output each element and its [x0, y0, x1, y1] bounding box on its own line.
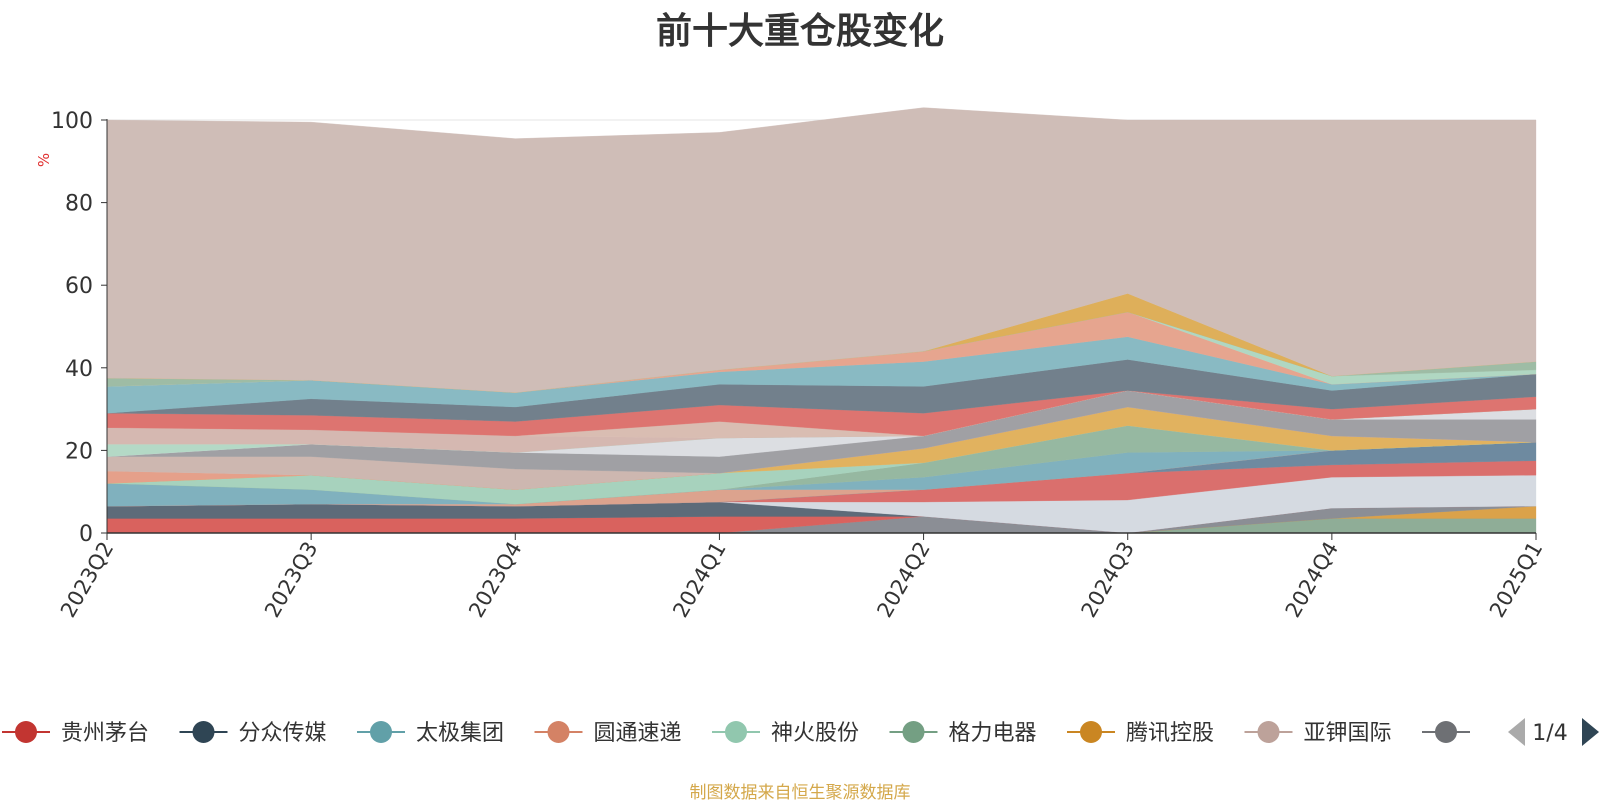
- legend-item[interactable]: 圆通速递: [534, 721, 682, 746]
- legend-item[interactable]: 贵州茅台: [2, 721, 149, 746]
- y-tick-label: 0: [79, 522, 93, 547]
- chart-title: 前十大重仓股变化: [655, 11, 944, 52]
- legend-marker-icon: [547, 721, 570, 743]
- source-note: 制图数据来自恒生聚源数据库: [689, 783, 911, 803]
- x-tick-label: 2024Q1: [668, 538, 730, 622]
- legend-item[interactable]: 腾讯控股: [1067, 721, 1214, 746]
- x-tick-label: 2024Q4: [1281, 538, 1343, 622]
- legend-label: 圆通速递: [594, 721, 682, 746]
- legend-label: 格力电器: [949, 721, 1037, 746]
- legend-marker-icon: [902, 721, 925, 743]
- y-tick-label: 80: [65, 192, 93, 217]
- legend-label: 分众传媒: [239, 721, 327, 746]
- legend-label: 腾讯控股: [1126, 721, 1214, 746]
- legend-clip-mask: [1480, 712, 1600, 752]
- legend: 贵州茅台 分众传媒 太极集团 圆通速递 神火股份 格力电器 腾讯控股 亚钾国际 1/4: [2, 712, 1600, 752]
- x-tick-label: 2023Q3: [260, 538, 322, 622]
- y-tick-label: 40: [65, 357, 93, 382]
- x-tick-label: 2025Q1: [1485, 538, 1547, 622]
- y-axis-unit-label: %: [35, 153, 53, 167]
- x-tick-label: 2024Q2: [872, 538, 934, 622]
- legend-item[interactable]: 格力电器: [889, 721, 1037, 746]
- legend-marker-icon: [370, 721, 392, 743]
- legend-item[interactable]: 太极集团: [357, 721, 504, 746]
- legend-item[interactable]: 神火股份: [712, 721, 859, 746]
- legend-label: 太极集团: [416, 721, 504, 746]
- series-area-27: [106, 107, 1537, 393]
- legend-label: 贵州茅台: [61, 721, 149, 746]
- legend-label: 神火股份: [771, 721, 859, 746]
- legend-marker-icon: [725, 721, 747, 743]
- legend-prev-page-icon[interactable]: [1508, 718, 1525, 746]
- legend-marker-icon: [1080, 721, 1102, 743]
- legend-item[interactable]: 分众传媒: [179, 721, 327, 746]
- legend-marker-icon: [192, 721, 215, 743]
- x-tick-label: 2024Q3: [1077, 538, 1139, 622]
- x-tick-label: 2023Q2: [56, 538, 118, 622]
- legend-label: 亚钾国际: [1304, 721, 1392, 746]
- legend-marker-icon: [1257, 721, 1280, 743]
- legend-marker-icon: [15, 721, 37, 743]
- y-tick-label: 100: [51, 109, 93, 134]
- area-series-layer: [106, 107, 1537, 534]
- legend-item[interactable]: [1422, 721, 1470, 743]
- legend-marker-icon: [1435, 721, 1457, 743]
- x-tick-label: 2023Q4: [464, 538, 526, 622]
- y-tick-label: 60: [65, 274, 93, 299]
- legend-page-indicator: 1/4: [1532, 721, 1567, 746]
- y-tick-label: 20: [65, 439, 93, 464]
- legend-next-page-icon[interactable]: [1582, 718, 1599, 746]
- legend-item[interactable]: 亚钾国际: [1244, 721, 1392, 746]
